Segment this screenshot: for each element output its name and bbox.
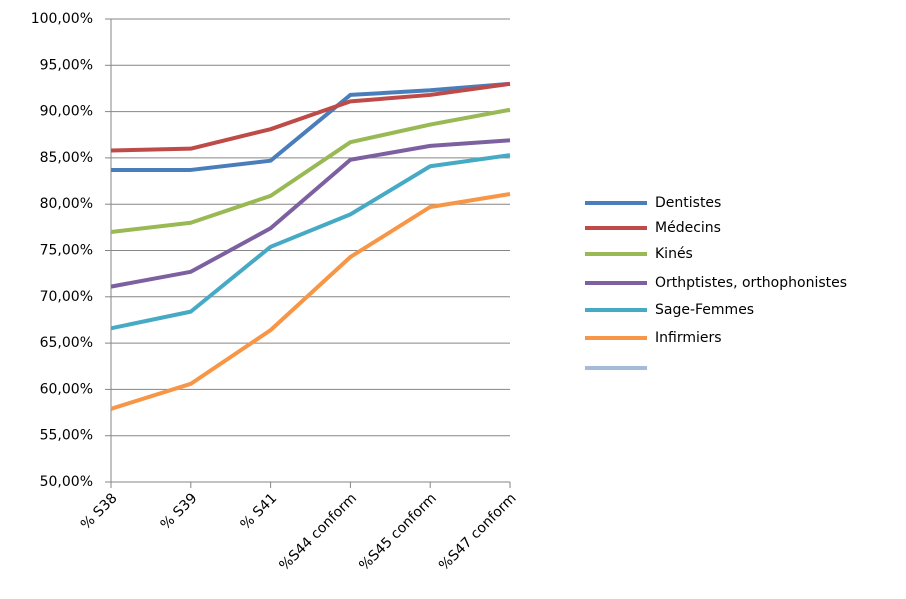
x-tick-label: %S45 conform bbox=[356, 490, 440, 574]
legend-label: Orthptistes, orthophonistes bbox=[655, 275, 847, 291]
x-tick-label: % S41 bbox=[237, 490, 280, 533]
legend-label: Infirmiers bbox=[655, 330, 722, 346]
x-tick-label: %S47 conform bbox=[436, 490, 520, 574]
y-tick-label: 80,00% bbox=[40, 196, 93, 212]
x-tick-label: %S44 conform bbox=[276, 490, 360, 574]
y-tick-label: 95,00% bbox=[40, 57, 93, 73]
y-tick-label: 100,00% bbox=[31, 11, 93, 27]
legend-label: Dentistes bbox=[655, 195, 721, 211]
x-tick-label: % S39 bbox=[158, 490, 201, 533]
x-tick-label: % S38 bbox=[78, 490, 121, 533]
y-tick-label: 70,00% bbox=[40, 289, 93, 305]
series-line bbox=[110, 107, 511, 234]
y-tick-label: 60,00% bbox=[40, 381, 93, 397]
y-tick-label: 90,00% bbox=[40, 104, 93, 120]
y-tick-label: 55,00% bbox=[40, 428, 93, 444]
y-tick-label: 50,00% bbox=[40, 474, 93, 490]
legend-label: Sage-Femmes bbox=[655, 302, 754, 318]
y-tick-label: 85,00% bbox=[40, 150, 93, 166]
y-tick-label: 75,00% bbox=[40, 243, 93, 259]
y-tick-label: 65,00% bbox=[40, 335, 93, 351]
series-line bbox=[110, 81, 511, 153]
legend-label: Kinés bbox=[655, 246, 693, 262]
legend-label: Médecins bbox=[655, 220, 721, 236]
series-line bbox=[111, 81, 511, 172]
series-line bbox=[110, 138, 511, 289]
series-line bbox=[110, 192, 511, 411]
series-line bbox=[110, 153, 511, 331]
